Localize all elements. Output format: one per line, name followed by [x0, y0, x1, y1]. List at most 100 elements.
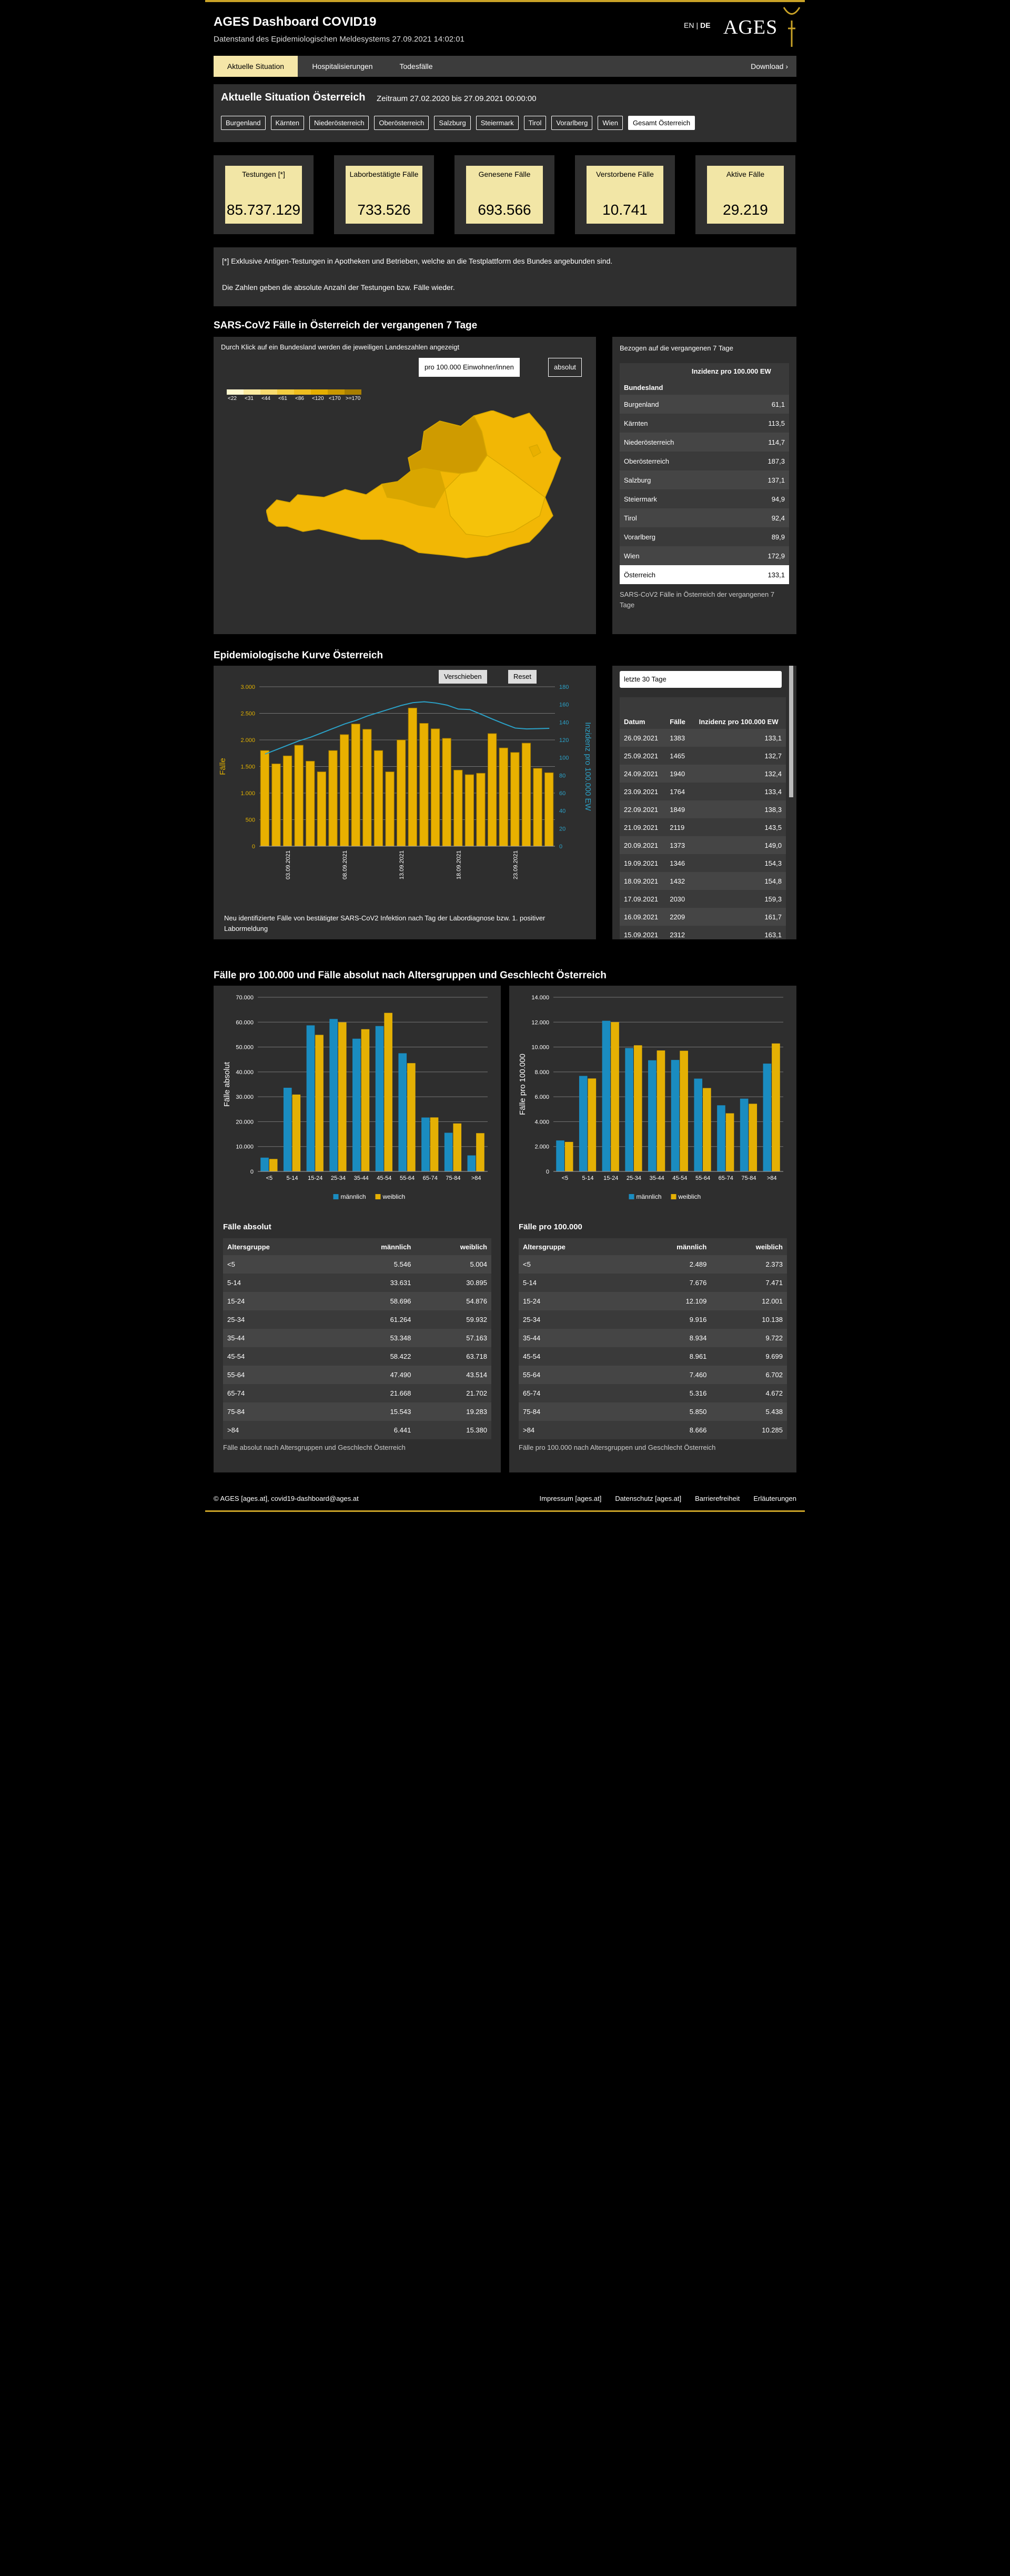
download-link[interactable]: Download ›: [751, 62, 788, 71]
logo[interactable]: AGES: [723, 16, 778, 38]
region-button[interactable]: Vorarlberg: [551, 116, 593, 130]
bar: [625, 1048, 633, 1171]
table-cell: 163,1: [764, 930, 782, 939]
toggle-button[interactable]: absolut: [548, 358, 582, 377]
region-button[interactable]: Salzburg: [434, 116, 471, 130]
y2-tick-label: 160: [559, 702, 569, 708]
bar: [328, 750, 338, 847]
logo-stroke: [783, 7, 801, 47]
chart-button[interactable]: Verschieben: [439, 670, 487, 684]
table-row[interactable]: Steiermark 94,9: [620, 489, 789, 508]
table-cell: 8.666: [689, 1426, 707, 1434]
region-button[interactable]: Niederösterreich: [309, 116, 369, 130]
table-row[interactable]: Oberösterreich 187,3: [620, 452, 789, 470]
table-cell: 2312: [670, 930, 685, 939]
bar: [384, 1013, 392, 1171]
nav-tab[interactable]: Todesfälle: [399, 62, 433, 71]
lang-separator: |: [696, 21, 699, 29]
chart-button[interactable]: Reset: [508, 670, 537, 684]
table-cell: 30.895: [466, 1279, 487, 1287]
y2-tick-label: 0: [559, 844, 562, 850]
table-header: Bundesland Inzidenz pro 100.000 EW: [620, 363, 789, 395]
legend-swatch: [629, 1194, 634, 1199]
table-row[interactable]: Kärnten 113,5: [620, 414, 789, 433]
table-cell: 1940: [670, 769, 685, 778]
incidence-panel: Bezogen auf die vergangenen 7 Tage Bundes…: [612, 337, 796, 634]
table-cell: 7.471: [765, 1279, 783, 1287]
table-header: Altersgruppe männlich weiblich: [519, 1238, 787, 1255]
region-button[interactable]: Kärnten: [270, 116, 305, 130]
kpi-value: 10.741: [602, 202, 648, 218]
legend-label: <22: [228, 396, 237, 402]
table-cell: 6.441: [393, 1426, 411, 1434]
region-button[interactable]: Burgenland: [221, 116, 266, 130]
table-cell: 133,1: [767, 570, 785, 579]
lang-en[interactable]: EN: [684, 21, 694, 29]
nav-tab[interactable]: Hospitalisierungen: [312, 62, 373, 71]
table-cell: 133,1: [764, 734, 782, 742]
table-caption: Fälle pro 100.000 nach Altersgruppen und…: [519, 1444, 716, 1451]
table-cell: 45-54: [523, 1352, 541, 1360]
table-row[interactable]: Salzburg 137,1: [620, 470, 789, 489]
bar: [464, 774, 474, 847]
table-row: <5 5.546 5.004: [223, 1255, 491, 1274]
lang-de[interactable]: DE: [700, 21, 711, 29]
y-axis-title: Fälle absolut: [223, 1061, 231, 1107]
region-button[interactable]: Wien: [598, 116, 623, 130]
period-select[interactable]: letzte 30 Tage: [620, 671, 782, 688]
bar: [373, 750, 383, 847]
bar: [680, 1050, 688, 1171]
footer-link[interactable]: Erläuterungen: [753, 1495, 796, 1502]
y-tick-label: 0: [250, 1169, 254, 1175]
bar: [453, 1123, 462, 1171]
table-cell: 132,4: [764, 769, 782, 778]
epi-panel: Verschieben Reset Neu identifizierte Fälle…: [214, 666, 596, 939]
table-row: 65-74 5.316 4.672: [519, 1384, 787, 1402]
note-text: Die Zahlen geben die absolute Anzahl der…: [222, 283, 455, 292]
age-table: Altersgruppe männlich weiblich <5 2.489 2.373…: [519, 1238, 787, 1439]
region-button[interactable]: Steiermark: [476, 116, 519, 130]
table-row[interactable]: Burgenland 61,1: [620, 395, 789, 414]
toggle-button[interactable]: pro 100.000 Einwohner/innen: [419, 358, 520, 377]
kpi-box: Laborbestätigte Fälle 733.526: [346, 166, 422, 224]
bar: [510, 752, 520, 847]
x-tick-label: 5-14: [582, 1175, 594, 1181]
kpi-value: 693.566: [478, 202, 531, 218]
table-cell: 92,4: [771, 514, 785, 522]
region-button[interactable]: Tirol: [523, 116, 547, 130]
table-row: 17.09.2021 2030 159,3: [620, 890, 786, 908]
bar: [476, 773, 486, 847]
bar: [282, 755, 292, 847]
table-row[interactable]: Tirol 92,4: [620, 508, 789, 527]
table-row[interactable]: Wien 172,9: [620, 546, 789, 565]
nav-tab[interactable]: Aktuelle Situation: [214, 56, 298, 77]
legend-label: <44: [261, 396, 270, 402]
region-button[interactable]: Oberösterreich: [374, 116, 429, 130]
table-cell: 114,7: [768, 438, 785, 446]
legend-swatch: [375, 1194, 381, 1199]
table-cell: 19.283: [466, 1408, 487, 1416]
bar: [476, 1133, 484, 1171]
bar: [564, 1141, 573, 1171]
table-row[interactable]: Vorarlberg 89,9: [620, 527, 789, 546]
table-row: 15.09.2021 2312 163,1: [620, 926, 786, 939]
table-cell: 4.672: [765, 1389, 783, 1397]
bar: [533, 768, 542, 847]
bar: [499, 747, 508, 847]
y2-axis-title: Inzidenz pro 100.000 EW: [583, 722, 592, 811]
table-row: 5-14 33.631 30.895: [223, 1274, 491, 1292]
region-button[interactable]: Gesamt Österreich: [628, 116, 695, 130]
age-table: Altersgruppe männlich weiblich <5 5.546 5.004…: [223, 1238, 491, 1439]
table-row[interactable]: Österreich 133,1: [620, 565, 789, 584]
x-tick-label: 18.09.2021: [456, 850, 462, 879]
footer-link[interactable]: Impressum [ages.at]: [539, 1495, 602, 1502]
map-panel: Durch Klick auf ein Bundesland werden di…: [214, 337, 596, 634]
table-cell: 5-14: [227, 1279, 241, 1287]
table-row[interactable]: Niederösterreich 114,7: [620, 433, 789, 452]
bar: [407, 1063, 416, 1171]
y-tick-label: 2.500: [240, 711, 255, 717]
footer-link[interactable]: Datenschutz [ages.at]: [615, 1495, 682, 1502]
footer-link[interactable]: Barrierefreiheit: [695, 1495, 740, 1502]
y-tick-label: 1.500: [240, 764, 255, 770]
table-cell: 21.668: [390, 1389, 411, 1397]
